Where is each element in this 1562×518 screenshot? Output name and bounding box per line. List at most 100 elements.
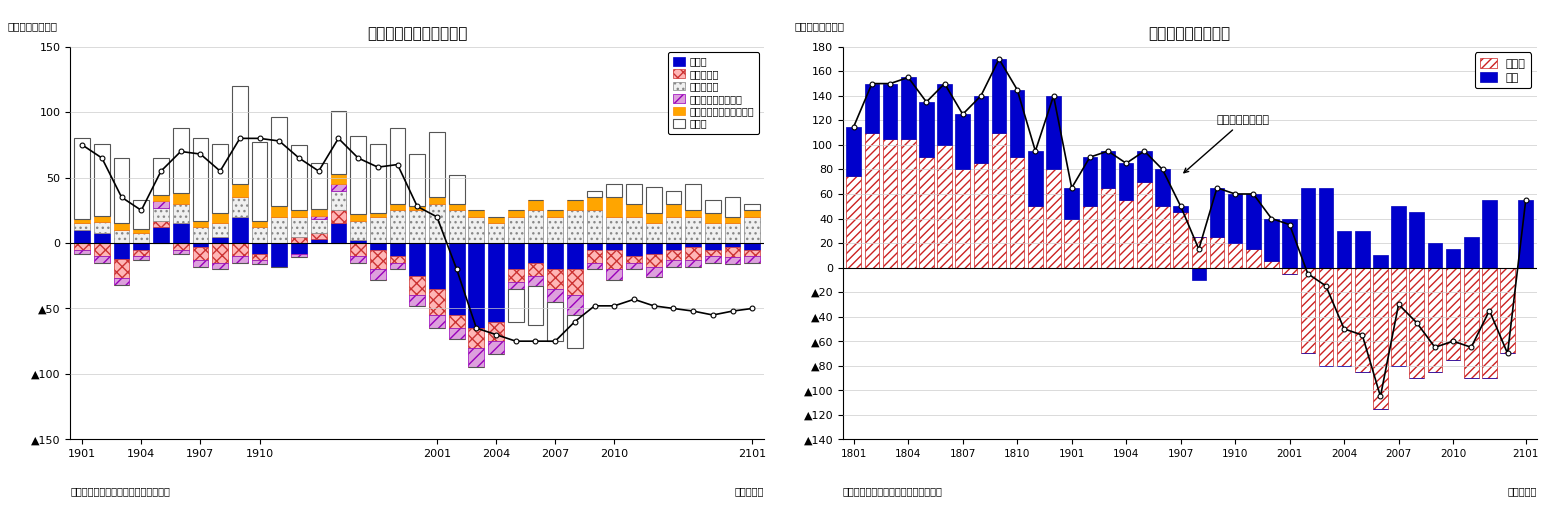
Bar <box>725 243 740 247</box>
Bar <box>606 197 622 217</box>
Bar <box>704 250 720 256</box>
Bar <box>567 243 583 269</box>
Bar <box>469 243 484 328</box>
Bar <box>1209 188 1225 237</box>
Bar <box>992 59 1006 133</box>
Bar <box>508 282 523 289</box>
Bar <box>686 260 701 267</box>
Bar <box>291 145 306 210</box>
Bar <box>1192 237 1206 268</box>
Bar <box>350 136 366 214</box>
Bar <box>489 223 505 243</box>
Bar <box>1392 268 1406 366</box>
Bar <box>409 206 425 210</box>
Bar <box>745 204 761 210</box>
Bar <box>430 204 445 243</box>
Bar <box>992 133 1006 268</box>
Bar <box>1209 237 1225 268</box>
Bar <box>567 200 583 210</box>
Bar <box>725 247 740 257</box>
Bar <box>665 260 681 267</box>
Bar <box>626 263 642 269</box>
Bar <box>973 96 989 163</box>
Bar <box>212 223 228 237</box>
Bar <box>409 210 425 243</box>
Bar <box>587 197 603 210</box>
Text: （前年差、万人）: （前年差、万人） <box>8 21 58 31</box>
Bar <box>883 139 897 268</box>
Bar <box>1028 151 1043 206</box>
Bar <box>606 184 622 197</box>
Bar <box>233 256 248 263</box>
Bar <box>448 243 464 315</box>
Bar <box>918 102 934 157</box>
Bar <box>311 239 326 243</box>
Bar <box>645 243 662 253</box>
Bar <box>1301 268 1315 353</box>
Bar <box>606 243 622 250</box>
Bar <box>489 243 505 322</box>
Bar <box>725 257 740 264</box>
Bar <box>587 250 603 263</box>
Bar <box>704 256 720 263</box>
Bar <box>114 223 130 230</box>
Bar <box>331 174 347 184</box>
Bar <box>173 204 189 223</box>
Bar <box>725 197 740 217</box>
Bar <box>251 221 267 227</box>
Bar <box>409 154 425 206</box>
Bar <box>114 259 130 278</box>
Bar <box>272 206 287 217</box>
Bar <box>389 263 406 269</box>
Bar <box>133 243 150 250</box>
Bar <box>1173 206 1189 212</box>
Bar <box>311 209 326 215</box>
Bar <box>937 145 951 268</box>
Bar <box>847 176 861 268</box>
Bar <box>1337 231 1351 268</box>
Bar <box>1282 268 1296 274</box>
Bar <box>251 227 267 243</box>
Bar <box>291 217 306 237</box>
Bar <box>1409 268 1425 378</box>
Bar <box>114 243 130 259</box>
Bar <box>1082 157 1097 206</box>
Title: 雇用形態別雇用者数: 雇用形態別雇用者数 <box>1148 26 1231 41</box>
Bar <box>192 138 208 221</box>
Bar <box>389 210 406 243</box>
Bar <box>173 128 189 193</box>
Bar <box>192 260 208 267</box>
Bar <box>173 223 189 243</box>
Bar <box>1373 268 1387 409</box>
Bar <box>291 237 306 243</box>
Bar <box>251 253 267 260</box>
Bar <box>1282 219 1296 268</box>
Bar <box>547 269 562 289</box>
Bar <box>350 214 366 221</box>
Bar <box>956 114 970 169</box>
Bar <box>665 250 681 260</box>
Bar <box>645 187 662 213</box>
Bar <box>704 200 720 213</box>
Bar <box>173 193 189 204</box>
Bar <box>1318 188 1334 268</box>
Bar <box>75 223 91 230</box>
Bar <box>448 315 464 328</box>
Bar <box>448 328 464 339</box>
Bar <box>311 215 326 220</box>
Bar <box>626 256 642 263</box>
Bar <box>528 286 544 325</box>
Bar <box>686 184 701 210</box>
Bar <box>370 217 386 243</box>
Bar <box>1101 188 1115 268</box>
Bar <box>626 217 642 243</box>
Bar <box>606 217 622 243</box>
Bar <box>1156 169 1170 206</box>
Bar <box>389 256 406 263</box>
Bar <box>1228 194 1242 243</box>
Bar <box>1137 182 1151 268</box>
Bar <box>291 243 306 253</box>
Bar <box>350 243 366 256</box>
Bar <box>1064 188 1079 219</box>
Bar <box>370 243 386 250</box>
